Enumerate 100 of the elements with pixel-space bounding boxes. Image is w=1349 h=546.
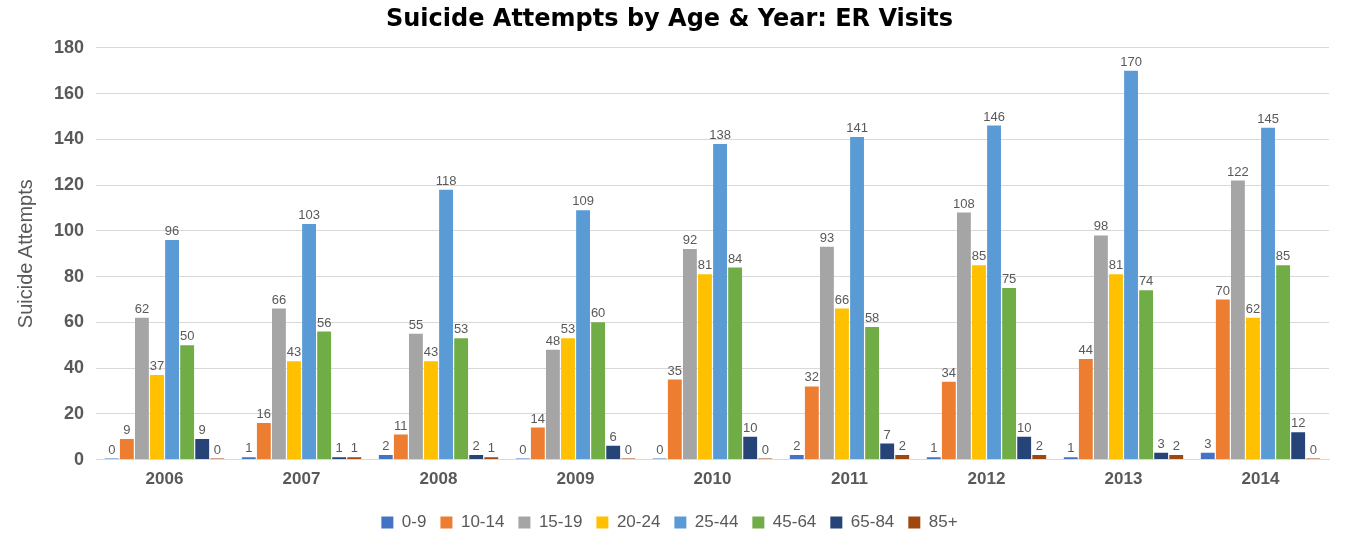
data-label: 1 (245, 440, 253, 456)
data-label: 81 (1108, 257, 1124, 273)
bar (439, 189, 453, 460)
bar (743, 436, 758, 460)
data-label: 70 (1215, 282, 1231, 298)
y-tick-label: 80 (64, 265, 85, 286)
data-label: 122 (1227, 163, 1249, 179)
data-label: 7 (883, 426, 891, 442)
data-label: 93 (819, 229, 835, 245)
bar (1124, 70, 1138, 460)
bar (256, 423, 271, 460)
data-label: 62 (1245, 300, 1261, 316)
bar (865, 326, 880, 460)
data-label: 55 (408, 316, 424, 332)
data-label: 35 (667, 362, 683, 378)
bar (180, 345, 195, 460)
bar (1291, 432, 1306, 460)
bar (972, 265, 986, 460)
x-tick-label: 2014 (1241, 469, 1280, 489)
legend-label: 15-19 (538, 512, 583, 532)
data-label: 60 (590, 305, 606, 321)
data-label: 0 (761, 441, 769, 457)
data-label: 62 (134, 300, 150, 316)
y-tick-label: 40 (64, 357, 85, 378)
x-tick-label: 2006 (145, 469, 184, 489)
data-label: 32 (804, 369, 820, 385)
data-label: 16 (256, 406, 272, 422)
bar (606, 445, 621, 460)
data-label: 1 (930, 440, 938, 456)
bar (1032, 455, 1047, 460)
bar (119, 439, 134, 460)
legend-label: 65-84 (850, 512, 895, 532)
bar (530, 427, 545, 460)
bar (1246, 317, 1260, 460)
data-label: 50 (179, 328, 195, 344)
data-label: 109 (572, 193, 594, 209)
data-label: 1 (350, 440, 358, 456)
legend-label: 0-9 (401, 512, 427, 532)
data-label: 0 (519, 441, 527, 457)
bar (667, 379, 682, 460)
data-label: 56 (316, 314, 332, 330)
bar (195, 439, 210, 460)
x-tick-label: 2011 (831, 469, 868, 489)
bar (1017, 436, 1032, 460)
bar (1200, 452, 1215, 460)
bar (789, 455, 804, 460)
x-tick-label: 2012 (967, 469, 1006, 489)
data-label: 0 (1309, 441, 1317, 457)
x-tick-label: 2013 (1104, 469, 1143, 489)
data-label: 9 (198, 422, 206, 438)
data-label: 85 (1275, 248, 1291, 264)
data-label: 81 (697, 257, 713, 273)
bar (956, 212, 971, 460)
bar (941, 381, 956, 460)
bar (1093, 235, 1108, 460)
bar (271, 308, 286, 460)
data-label: 0 (624, 441, 632, 457)
bar (804, 386, 819, 460)
data-label: 9 (123, 422, 131, 438)
bar (454, 338, 469, 460)
data-label: 48 (545, 332, 561, 348)
x-tick-label: 2008 (419, 469, 458, 489)
data-label: 75 (1001, 271, 1017, 287)
data-label: 3 (1204, 435, 1212, 451)
data-label: 53 (560, 321, 576, 337)
bar (728, 267, 743, 460)
data-label: 84 (727, 250, 743, 266)
data-label: 92 (682, 232, 698, 248)
bar (1154, 452, 1169, 460)
bar (895, 455, 910, 460)
data-label: 146 (983, 108, 1005, 124)
bar (835, 308, 849, 460)
bar (576, 210, 590, 460)
bar (317, 331, 332, 460)
data-label: 2 (1172, 438, 1180, 454)
legend-label: 25-44 (694, 512, 739, 532)
data-label: 96 (164, 223, 180, 239)
data-label: 141 (846, 120, 868, 136)
data-label: 44 (1078, 342, 1094, 358)
data-label: 138 (709, 126, 731, 142)
data-label: 3 (1157, 435, 1165, 451)
data-label: 11 (394, 417, 408, 433)
bar (682, 249, 697, 460)
bar (1169, 455, 1184, 460)
data-label: 53 (453, 321, 469, 337)
bar (1139, 290, 1154, 460)
bar (880, 443, 895, 460)
data-label: 43 (423, 344, 439, 360)
data-label: 66 (834, 291, 850, 307)
bar (1230, 180, 1245, 460)
bar (545, 349, 560, 460)
y-tick-label: 60 (64, 311, 85, 332)
legend-label: 85+ (928, 512, 958, 532)
bar (1261, 127, 1275, 460)
data-label: 2 (793, 438, 801, 454)
y-tick-label: 20 (64, 402, 85, 423)
bar (150, 374, 164, 460)
legend-label: 45-64 (772, 512, 817, 532)
y-tick-label: 0 (74, 448, 85, 469)
bar (408, 333, 423, 460)
